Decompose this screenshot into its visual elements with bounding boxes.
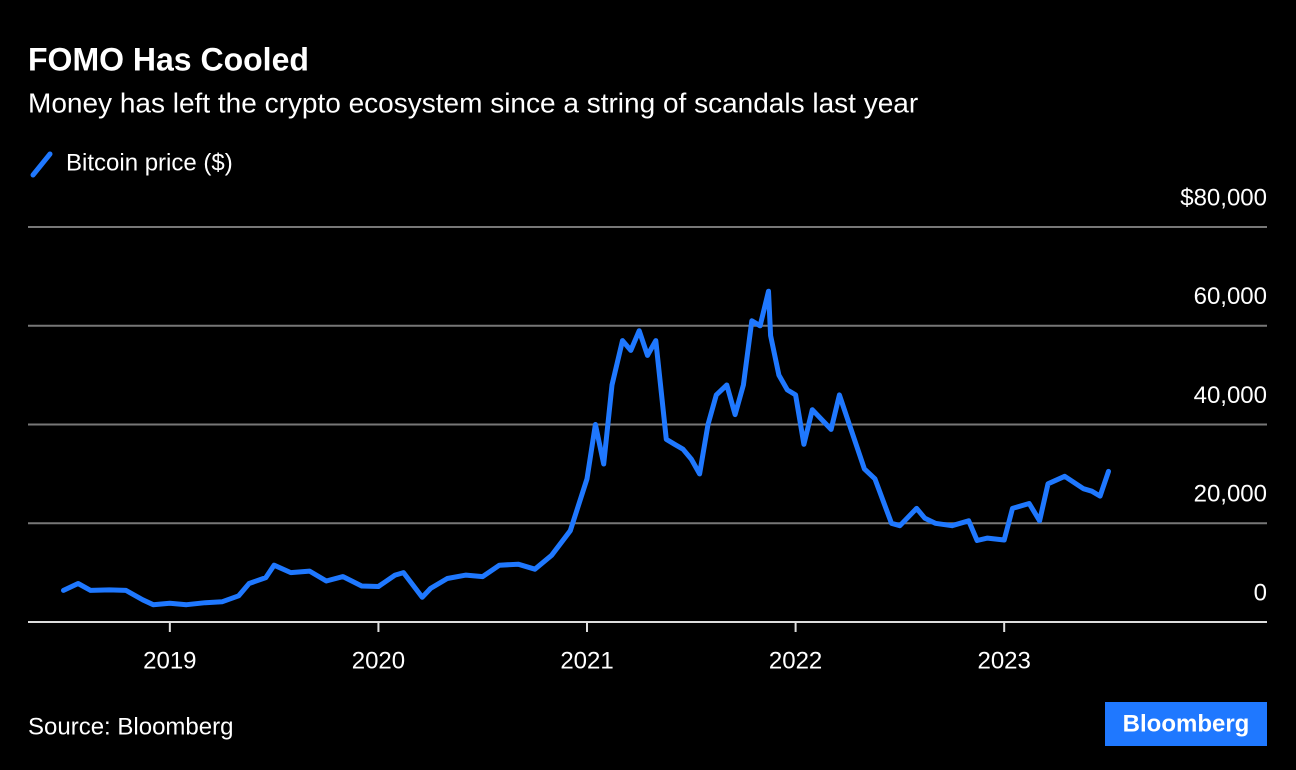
source: Source: Bloomberg [28, 713, 233, 740]
chart-title: FOMO Has Cooled [28, 41, 309, 77]
x-tick-label: 2023 [977, 647, 1030, 674]
y-tick-label: 40,000 [1194, 382, 1267, 409]
brand-box [1105, 702, 1267, 746]
chart-subtitle: Money has left the crypto ecosystem sinc… [28, 87, 918, 118]
y-tick-label: 20,000 [1194, 481, 1267, 508]
legend-swatch [30, 151, 53, 178]
x-tick-label: 2021 [560, 647, 613, 674]
price-line [61, 288, 1111, 608]
brand: Bloomberg [1123, 710, 1250, 737]
x-tick-label: 2022 [769, 647, 822, 674]
legend-label: Bitcoin price ($) [66, 149, 233, 176]
x-tick-label: 2019 [143, 647, 196, 674]
y-tick-label: $80,000 [1180, 184, 1267, 211]
y-tick-label: 0 [1254, 579, 1267, 606]
x-tick-label: 2020 [352, 647, 405, 674]
y-tick-label: 60,000 [1194, 283, 1267, 310]
